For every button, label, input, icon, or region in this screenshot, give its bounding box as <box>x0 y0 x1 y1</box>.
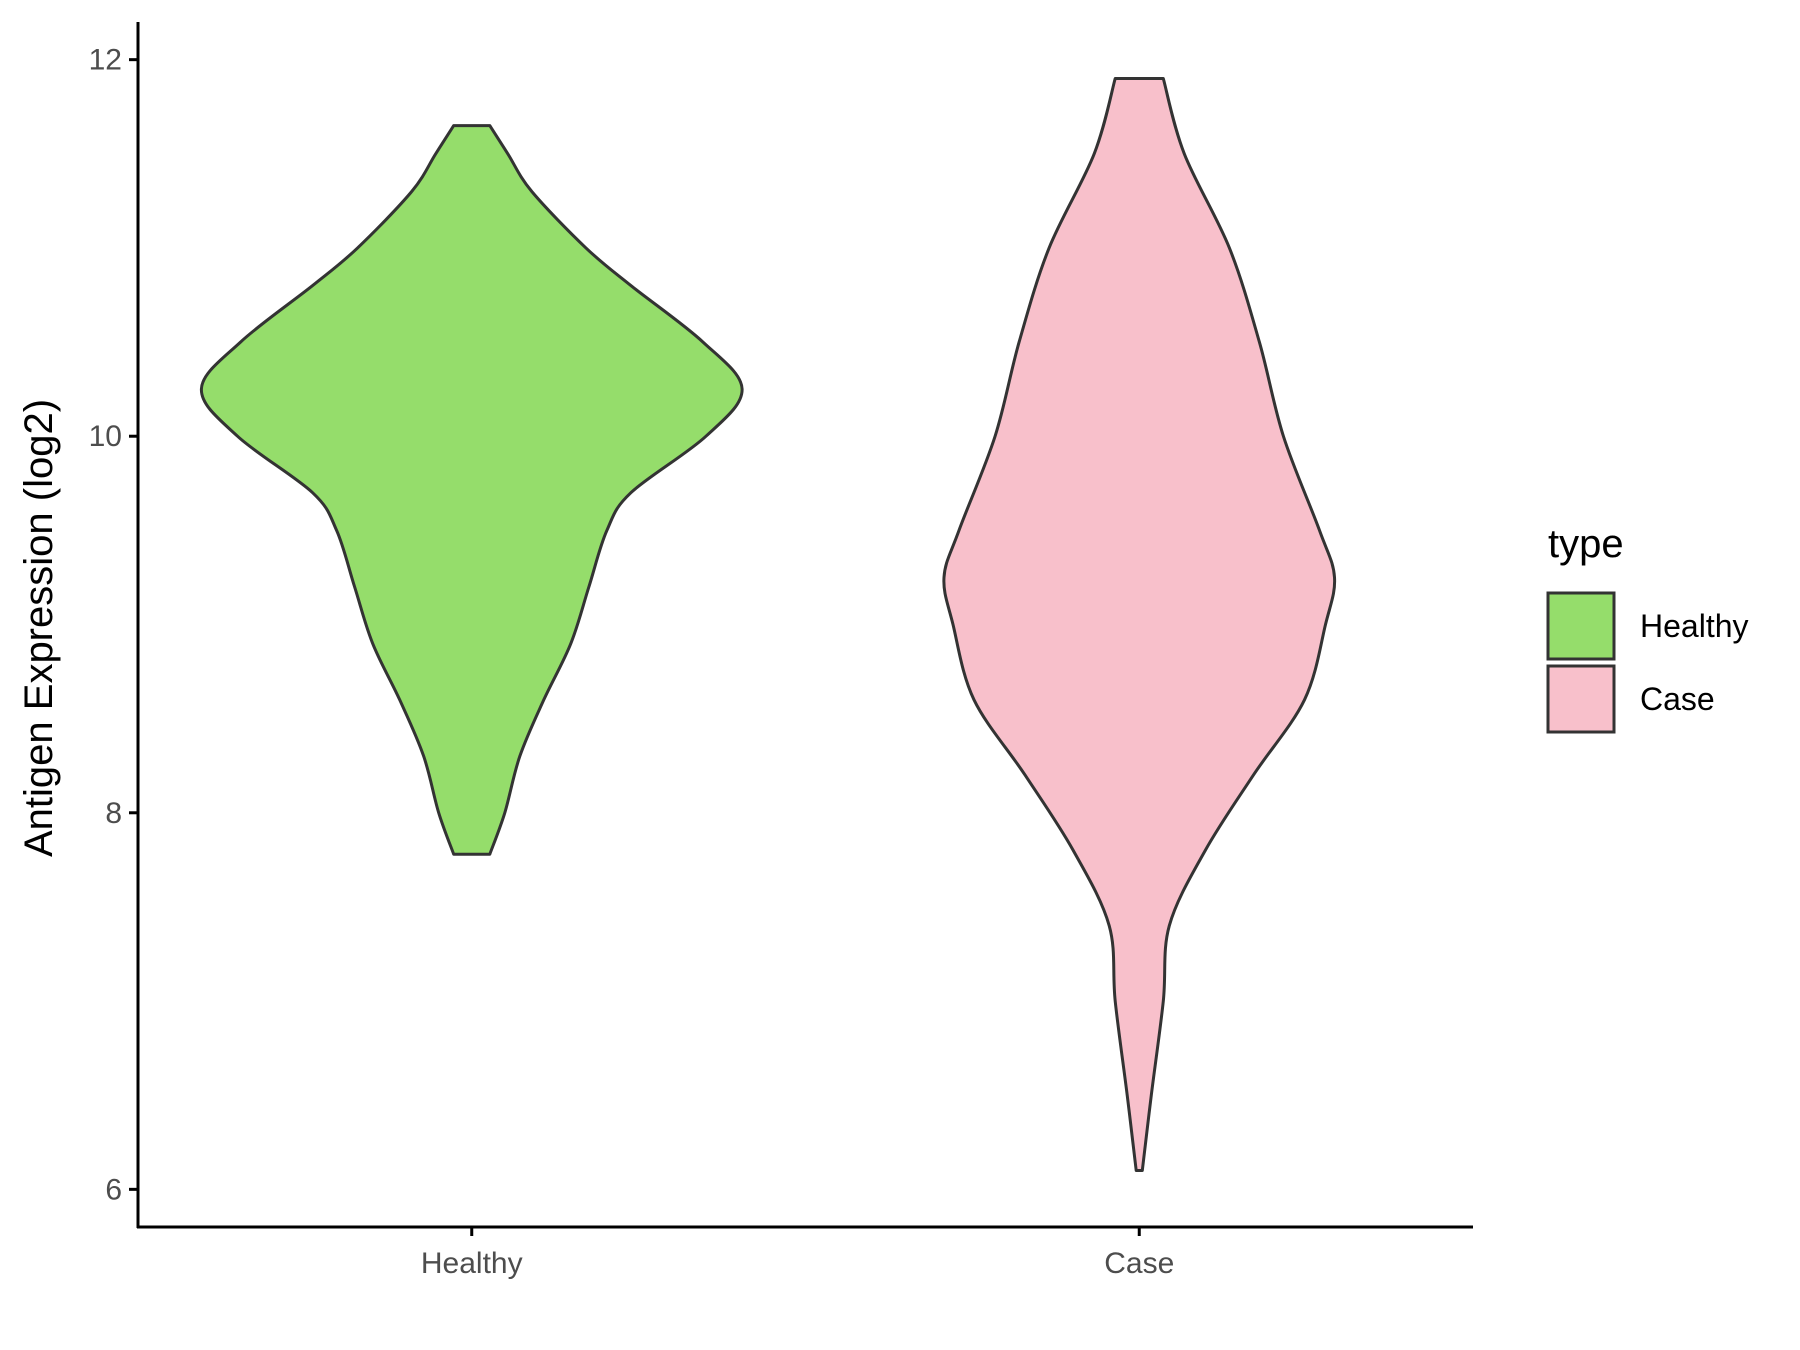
x-tick-label: Healthy <box>421 1247 523 1280</box>
legend: type Healthy Case <box>1546 522 1749 734</box>
y-tick-label: 10 <box>89 420 122 453</box>
x-tick-label: Case <box>1104 1247 1174 1280</box>
violin-healthy <box>199 124 744 856</box>
y-tick-label: 12 <box>89 44 122 77</box>
legend-label-healthy: Healthy <box>1640 608 1749 644</box>
y-tick-label: 6 <box>105 1173 122 1206</box>
violin-case <box>942 77 1337 1172</box>
legend-label-case: Case <box>1640 681 1715 717</box>
violins-layer <box>199 77 1337 1172</box>
x-axis: Healthy Case <box>137 1225 1473 1280</box>
y-tick-label: 8 <box>105 797 122 830</box>
legend-key-healthy <box>1546 591 1616 661</box>
y-axis: 6 8 10 12 <box>89 22 140 1228</box>
legend-key-case <box>1546 664 1616 734</box>
y-axis-title: Antigen Expression (log2) <box>17 399 61 857</box>
legend-title: type <box>1548 522 1624 566</box>
